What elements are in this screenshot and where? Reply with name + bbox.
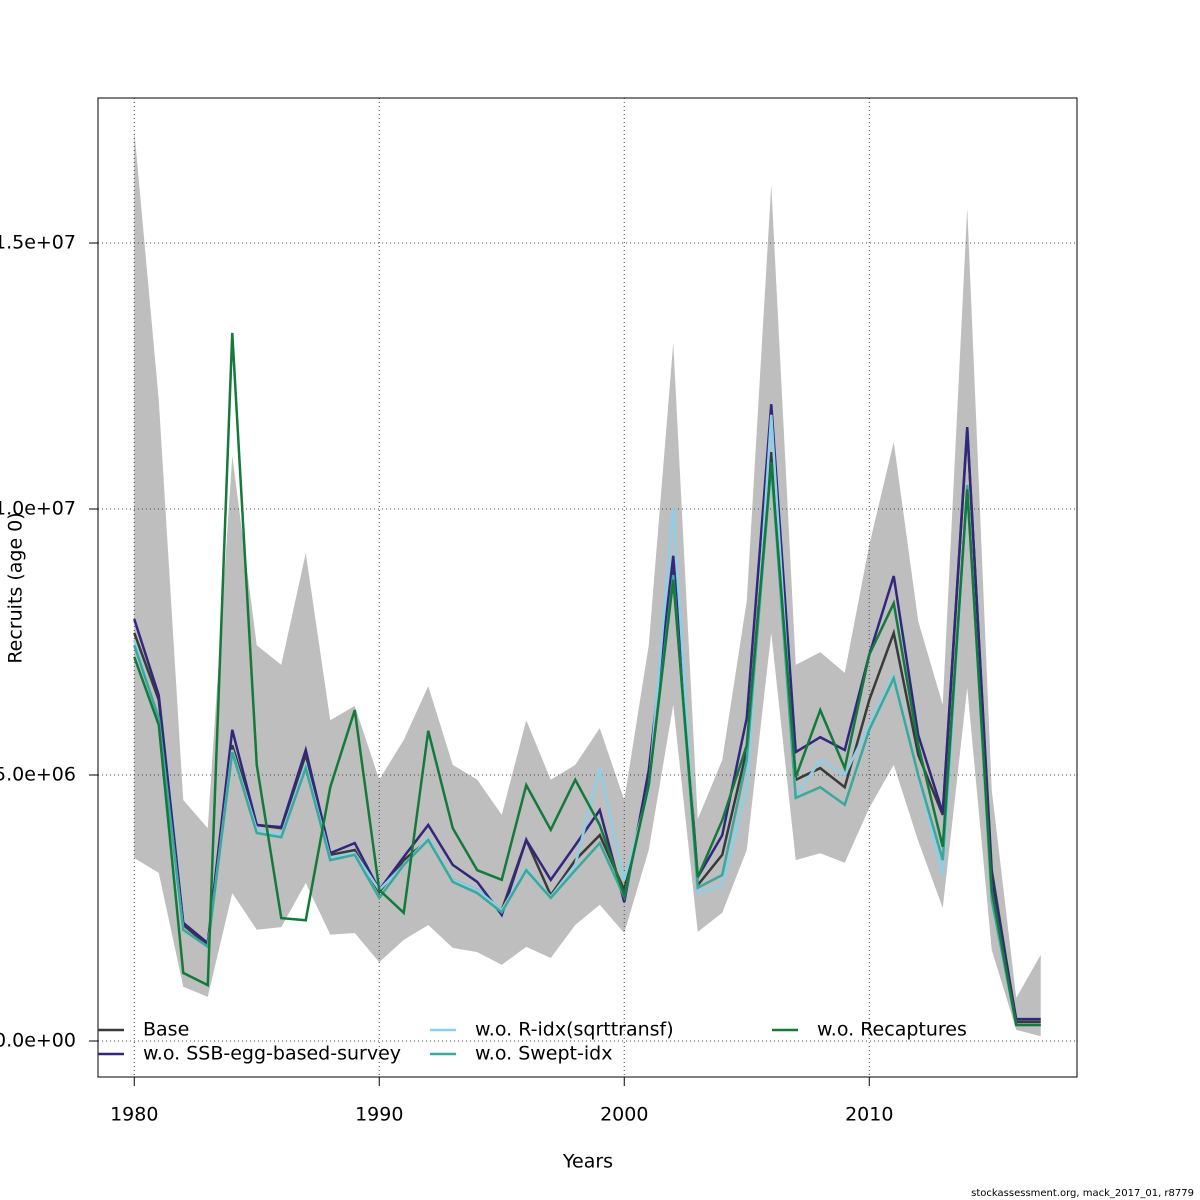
legend-label: w.o. R-idx(sqrttransf) [475,1019,674,1041]
plot-frame [97,97,1078,1078]
x-tick-label: 1980 [110,1104,158,1126]
series-line [133,404,1041,1021]
x-axis-label: Years [562,1151,613,1173]
y-tick-label: 1.0e+07 [0,498,76,520]
x-tick-label: 2010 [845,1104,893,1126]
confidence-band [134,130,1041,1037]
series-line [133,464,1041,1027]
y-tick-label: 1.5e+07 [0,232,76,254]
legend-label: w.o. Swept-idx [475,1043,612,1065]
footer: stockassessment.org, mack_2017_01, r8779 [971,1188,1194,1199]
y-axis-label: Recruits (age 0) [5,512,27,663]
x-tick-label: 1990 [355,1104,403,1126]
y-tick-label: 5.0e+06 [0,763,76,785]
y-tick-label: 0.0e+00 [0,1029,76,1051]
series-line [133,332,1041,1027]
legend-label: w.o. Recaptures [817,1019,967,1041]
x-tick-label: 2000 [600,1104,648,1126]
legend-label: Base [143,1019,189,1041]
legend-label: w.o. SSB-egg-based-survey [143,1043,401,1065]
